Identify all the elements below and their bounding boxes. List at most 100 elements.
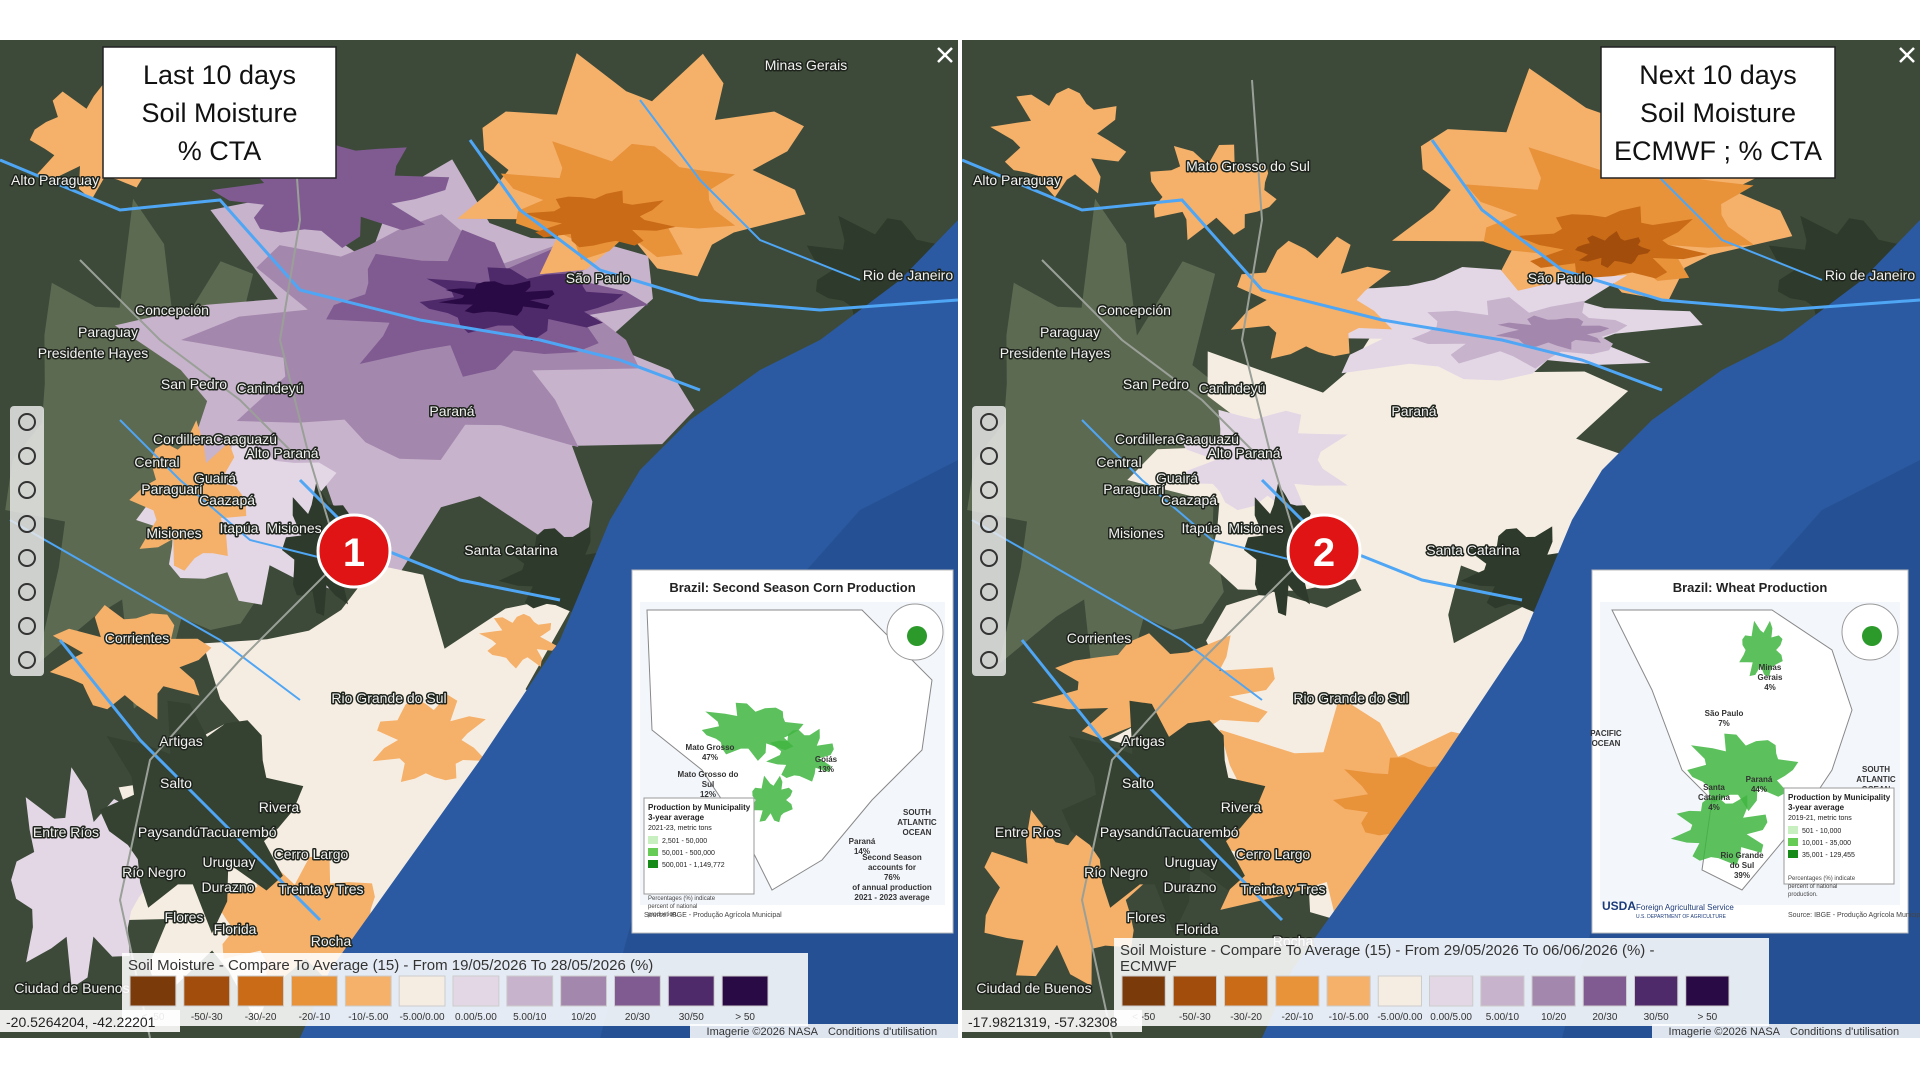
place-label: Caaguazú — [1175, 431, 1239, 447]
legend-label: > 50 — [1698, 1012, 1718, 1023]
place-label: Canindeyú — [237, 380, 304, 396]
place-label: Itapúa — [220, 520, 259, 536]
legend-swatch — [1377, 975, 1422, 1007]
tool-button[interactable] — [18, 413, 36, 431]
tool-button[interactable] — [980, 549, 998, 567]
inset-legend-label: 501 - 10,000 — [1802, 828, 1841, 835]
place-label: Minas Gerais — [765, 57, 847, 73]
inset-label: 2021 - 2023 average — [854, 893, 930, 902]
inset-label: 39% — [1734, 871, 1750, 880]
river — [58, 639, 322, 922]
place-label: Artigas — [159, 733, 203, 749]
tool-button[interactable] — [980, 583, 998, 601]
badge — [316, 513, 392, 589]
place-label: Cordillera — [1115, 431, 1175, 447]
place-label: Entre Ríos — [33, 824, 99, 840]
attribution-link[interactable]: Conditions d'utilisation — [1790, 1026, 1899, 1038]
inset-label: 44% — [1751, 785, 1767, 794]
moisture-area — [217, 856, 387, 991]
border — [1080, 559, 1303, 1038]
place-label: Misiones — [1108, 525, 1163, 541]
place-label: Concepción — [1097, 302, 1171, 318]
legend-swatch — [1531, 975, 1576, 1007]
place-label: Entre Ríos — [995, 824, 1061, 840]
map-panel: Minas Gerais Alto Paraguay São Paulo Rio de… — [0, 40, 958, 1038]
place-label: Caazapá — [1161, 492, 1217, 508]
inset-label: 47% — [702, 753, 718, 762]
border — [118, 559, 341, 1038]
inset-source: Source: IBGE - Produção Agrícola Municip… — [1788, 912, 1920, 919]
tool-button[interactable] — [980, 413, 998, 431]
tool-button[interactable] — [18, 617, 36, 635]
map-panel: Minas Gerais Alto Paraguay São Paulo Rio de… — [962, 40, 1920, 1038]
tool-button[interactable] — [18, 515, 36, 533]
title-box — [1600, 46, 1836, 179]
inset-legend-title: Production by Municipality — [648, 803, 751, 812]
place-label: Paraguarí — [1103, 481, 1165, 497]
attribution: Imagerie ©2026 NASA — [707, 1026, 819, 1038]
forest — [1768, 215, 1913, 326]
place-label: Misiones — [1228, 520, 1283, 536]
legend-swatch — [1326, 975, 1371, 1007]
forest — [806, 215, 951, 326]
close-button[interactable] — [1899, 47, 1915, 63]
moisture-area — [1230, 236, 1393, 359]
title-line: % CTA — [178, 136, 262, 166]
inset-label: 12% — [700, 790, 716, 799]
place-label: Salto — [1122, 775, 1154, 791]
inset-legend-label: 35,001 - 129,455 — [1802, 852, 1855, 859]
place-label: Misiones — [266, 520, 321, 536]
tool-button[interactable] — [18, 549, 36, 567]
place-label: Durazno — [1164, 879, 1217, 895]
close-button[interactable] — [937, 47, 953, 63]
inset-note: production. — [1788, 892, 1818, 898]
tool-button[interactable] — [980, 447, 998, 465]
place-label: Presidente Hayes — [38, 345, 149, 361]
inset-label: accounts for — [868, 863, 916, 872]
place-label: Paraguay — [78, 324, 138, 340]
river — [119, 419, 331, 561]
inset-agency: U.S. DEPARTMENT OF AGRICULTURE — [1636, 914, 1727, 920]
legend-label: -30/-20 — [245, 1012, 277, 1023]
river — [0, 158, 701, 392]
attribution-link[interactable]: Conditions d'utilisation — [828, 1026, 937, 1038]
place-label: Alto Paraguay — [11, 172, 99, 188]
tool-button[interactable] — [18, 447, 36, 465]
inset-label: SOUTH — [1862, 765, 1890, 774]
legend-swatch — [1582, 975, 1627, 1007]
legend-label: 30/50 — [1644, 1012, 1669, 1023]
inset-label: 7% — [1718, 719, 1730, 728]
legend-swatch — [1685, 975, 1730, 1007]
tool-button[interactable] — [18, 481, 36, 499]
place-label: Río Negro — [122, 864, 186, 880]
inset-legend-swatch — [648, 836, 658, 844]
inset-label: Goiás — [815, 755, 838, 764]
legend-swatch — [1480, 975, 1525, 1007]
badge-number: 1 — [343, 531, 365, 575]
inset-legend-box — [1783, 787, 1895, 885]
inset-production — [1670, 795, 1768, 866]
tool-button[interactable] — [18, 651, 36, 669]
place-label: Florida — [214, 921, 257, 937]
coordinates: -20.5264204, -42.22201 — [6, 1014, 156, 1030]
tool-button[interactable] — [18, 583, 36, 601]
legend-swatch — [1121, 975, 1166, 1007]
tool-button[interactable] — [980, 515, 998, 533]
legend-swatch — [1275, 975, 1320, 1007]
moisture-area — [49, 605, 212, 720]
place-label: Alto Paraná — [245, 445, 318, 461]
place-label: Cerro Largo — [1236, 846, 1311, 862]
inset-legend-title: Production by Municipality — [1788, 793, 1891, 802]
place-label: San Pedro — [161, 376, 227, 392]
tool-button[interactable] — [980, 651, 998, 669]
place-label: Treinta y Tres — [278, 881, 363, 897]
moisture-area — [1179, 409, 1348, 511]
legend-label: > 50 — [735, 1012, 755, 1023]
inset-note: percent of national — [1788, 884, 1837, 890]
place-label: Paysandú — [138, 824, 200, 840]
place-label: Rio de Janeiro — [1825, 267, 1915, 283]
tool-button[interactable] — [980, 617, 998, 635]
legend-label: 10/20 — [1541, 1012, 1566, 1023]
inset-label: Sul — [702, 780, 714, 789]
tool-button[interactable] — [980, 481, 998, 499]
